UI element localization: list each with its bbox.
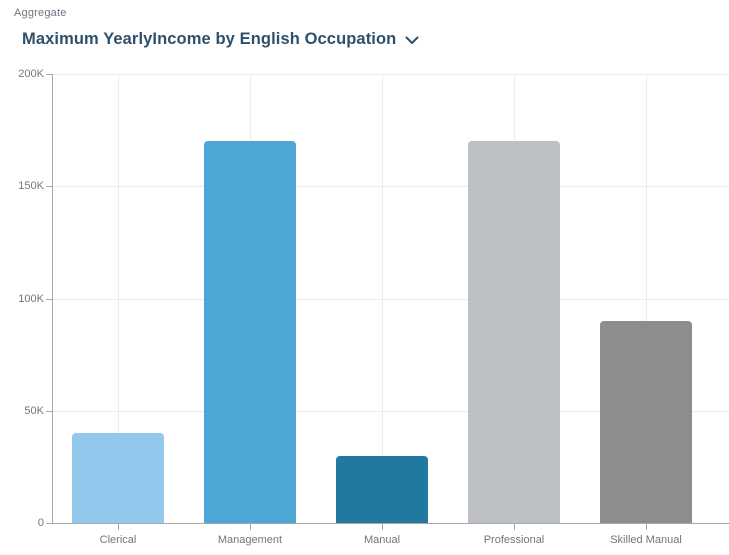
x-axis-tick [514, 524, 515, 530]
y-axis-label: 200K [18, 68, 44, 80]
x-axis-label: Skilled Manual [610, 534, 682, 546]
bar-professional[interactable] [468, 141, 560, 523]
aggregate-dropdown[interactable]: Maximum YearlyIncome by English Occupati… [22, 30, 419, 49]
x-gridline [382, 74, 383, 523]
y-axis-line [52, 74, 53, 523]
aggregate-label: Aggregate [14, 7, 67, 19]
chevron-down-icon [405, 36, 419, 44]
bar-skilled-manual[interactable] [600, 320, 692, 523]
x-gridline [646, 74, 647, 523]
x-axis-label: Clerical [99, 534, 137, 546]
bar-clerical[interactable] [72, 433, 164, 523]
y-gridline [52, 74, 729, 75]
y-axis-label: 50K [24, 404, 44, 417]
x-axis-tick [382, 524, 383, 530]
y-axis-tick [46, 298, 52, 300]
y-axis-label: 0 [37, 517, 44, 529]
y-gridline [52, 298, 729, 300]
bar-manual[interactable] [336, 455, 428, 523]
bar-management[interactable] [204, 141, 296, 523]
y-axis-tick [46, 410, 52, 412]
x-axis-line [52, 523, 729, 524]
y-axis-label: 100K [18, 292, 44, 305]
x-axis-tick [646, 524, 647, 530]
x-axis-tick [250, 524, 251, 530]
y-gridline [52, 410, 729, 412]
x-gridline [118, 74, 119, 523]
y-axis-label: 150K [18, 180, 44, 193]
chart-title: Maximum YearlyIncome by English Occupati… [22, 30, 397, 48]
x-axis-label: Management [217, 534, 283, 546]
y-axis-tick [46, 523, 52, 524]
y-gridline [52, 186, 729, 188]
y-axis-tick [46, 186, 52, 188]
y-axis-tick [46, 74, 52, 75]
x-axis-label: Professional [483, 534, 545, 546]
x-axis-tick [118, 524, 119, 530]
x-axis-label: Manual [363, 534, 401, 546]
